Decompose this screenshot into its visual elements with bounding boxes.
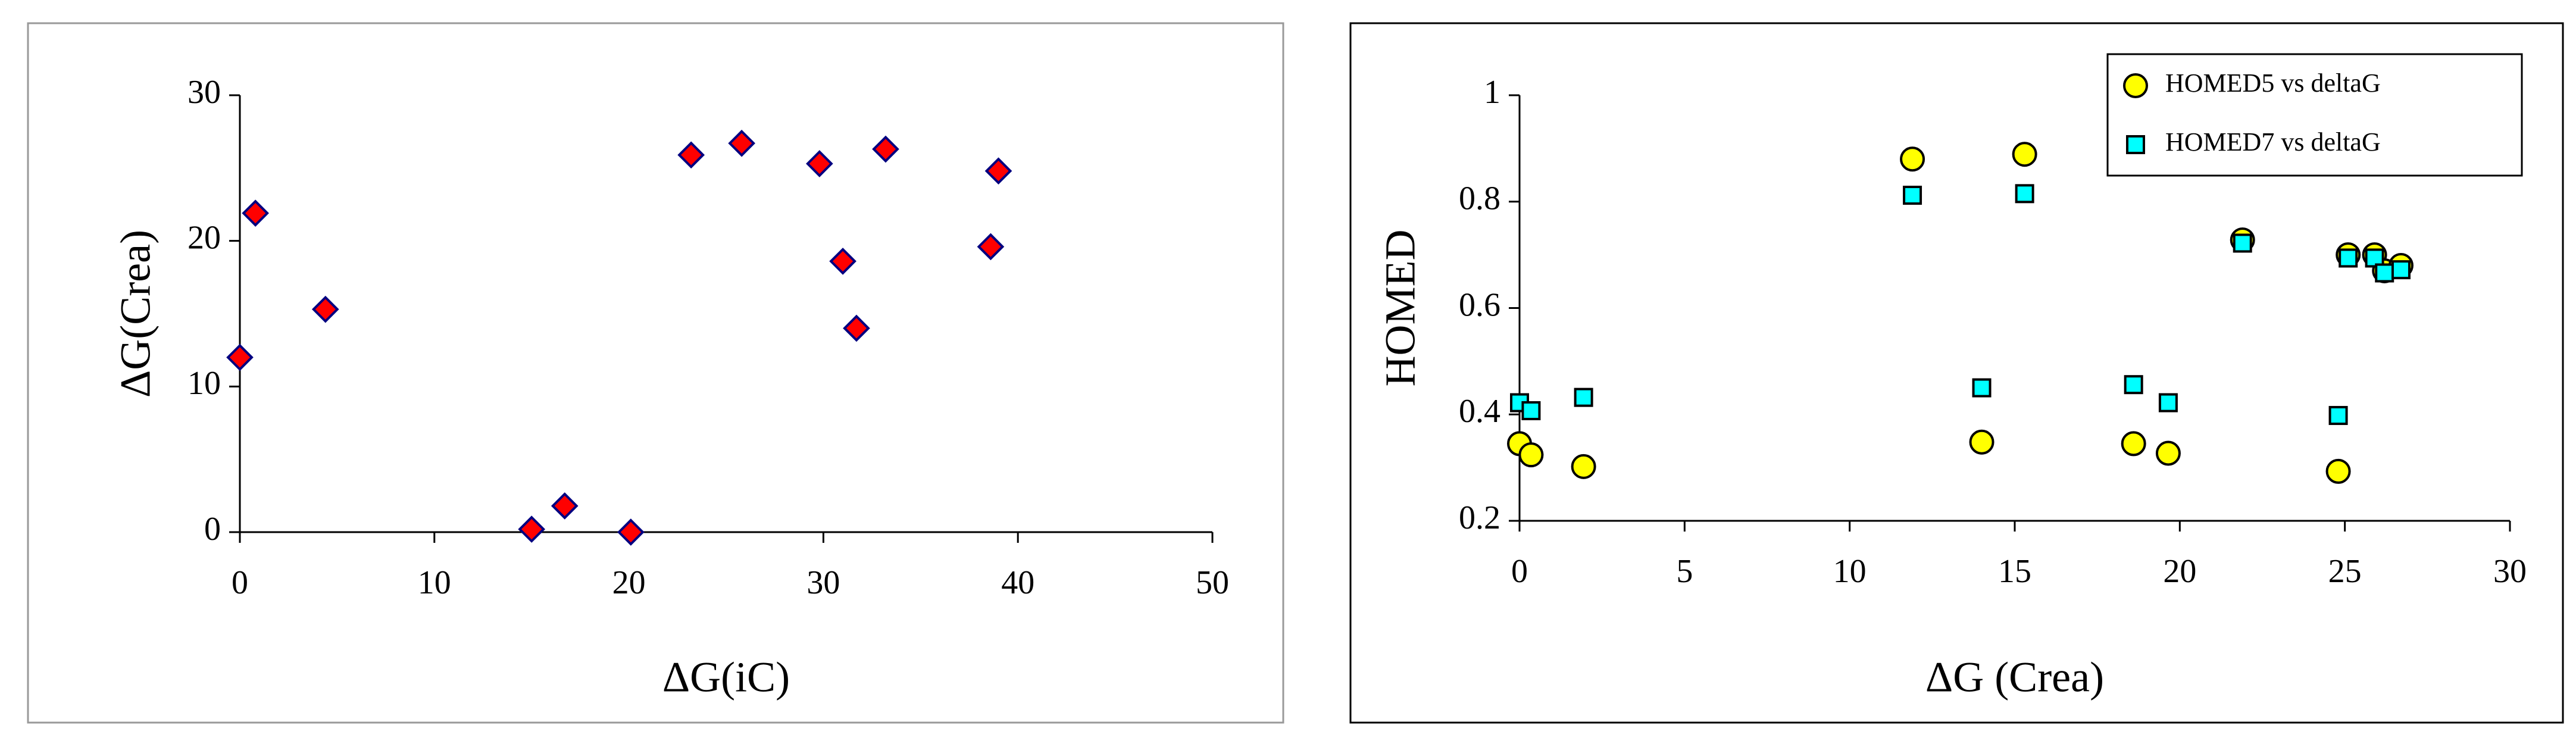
x-tick-label: 10: [418, 564, 451, 601]
y-tick-label: 0: [204, 511, 221, 548]
square-point: [2391, 260, 2411, 280]
square-point: [2328, 406, 2348, 426]
square-point: [1903, 186, 1922, 205]
y-tick-label: 20: [187, 220, 221, 257]
y-tick-label: 0.4: [1459, 393, 1500, 430]
diamond-point: [518, 515, 546, 543]
diamond-point: [311, 295, 339, 323]
square-point: [2158, 393, 2178, 412]
legend-box: [2106, 53, 2523, 177]
circle-point: [2155, 440, 2181, 466]
x-axis-title: ΔG(iC): [662, 654, 790, 701]
square-point: [2365, 248, 2384, 268]
square-point: [2015, 184, 2034, 204]
legend-marker: [2126, 135, 2145, 154]
x-tick-label: 50: [1196, 564, 1229, 601]
circle-point: [2012, 142, 2037, 167]
diamond-point: [872, 135, 899, 163]
legend-marker: [2123, 73, 2148, 98]
diamond-point: [829, 248, 856, 275]
circle-point: [1969, 429, 1994, 455]
y-tick-label: 10: [187, 365, 221, 402]
diamond-point: [242, 199, 269, 227]
square-point: [2233, 233, 2252, 253]
y-tick-label: 0.8: [1459, 180, 1500, 217]
chart-frame: [27, 22, 1284, 724]
x-tick-label: 5: [1676, 553, 1693, 590]
square-point: [2375, 263, 2394, 283]
diamond-point: [984, 157, 1012, 185]
square-point: [1521, 401, 1541, 420]
diamond-point: [806, 150, 833, 177]
diamond-point: [728, 129, 755, 157]
circle-point: [1571, 454, 1596, 479]
square-point: [1972, 378, 1992, 398]
y-axis-title: ΔG(Crea): [112, 230, 160, 398]
diamond-point: [617, 518, 645, 546]
y-tick-label: 0.6: [1459, 286, 1500, 323]
y-tick-label: 30: [187, 74, 221, 111]
square-point: [2124, 375, 2143, 395]
legend-label: HOMED5 vs deltaG: [2165, 68, 2381, 98]
diamond-point: [843, 314, 870, 342]
circle-point: [1900, 146, 1925, 172]
diamond-point: [226, 343, 254, 371]
circle-point: [2325, 458, 2351, 484]
legend-label: HOMED7 vs deltaG: [2165, 127, 2381, 157]
y-tick-label: 0.2: [1459, 499, 1500, 536]
diamond-point: [977, 233, 1005, 261]
circle-point: [1518, 442, 1544, 468]
x-tick-label: 0: [1511, 553, 1528, 590]
x-tick-label: 20: [612, 564, 646, 601]
x-tick-label: 25: [2328, 553, 2362, 590]
x-tick-label: 10: [1833, 553, 1867, 590]
x-tick-label: 40: [1001, 564, 1034, 601]
diamond-point: [677, 141, 705, 169]
x-tick-label: 30: [806, 564, 840, 601]
x-tick-label: 20: [2163, 553, 2196, 590]
x-tick-label: 15: [1998, 553, 2031, 590]
diamond-point: [551, 492, 579, 520]
y-axis-title: HOMED: [1377, 230, 1424, 387]
circle-point: [2121, 431, 2146, 457]
x-tick-label: 30: [2493, 553, 2527, 590]
square-point: [1574, 387, 1593, 407]
y-tick-label: 1: [1484, 74, 1500, 111]
x-axis-title: ΔG (Crea): [1925, 654, 2104, 701]
x-tick-label: 0: [232, 564, 248, 601]
square-point: [2339, 248, 2358, 268]
